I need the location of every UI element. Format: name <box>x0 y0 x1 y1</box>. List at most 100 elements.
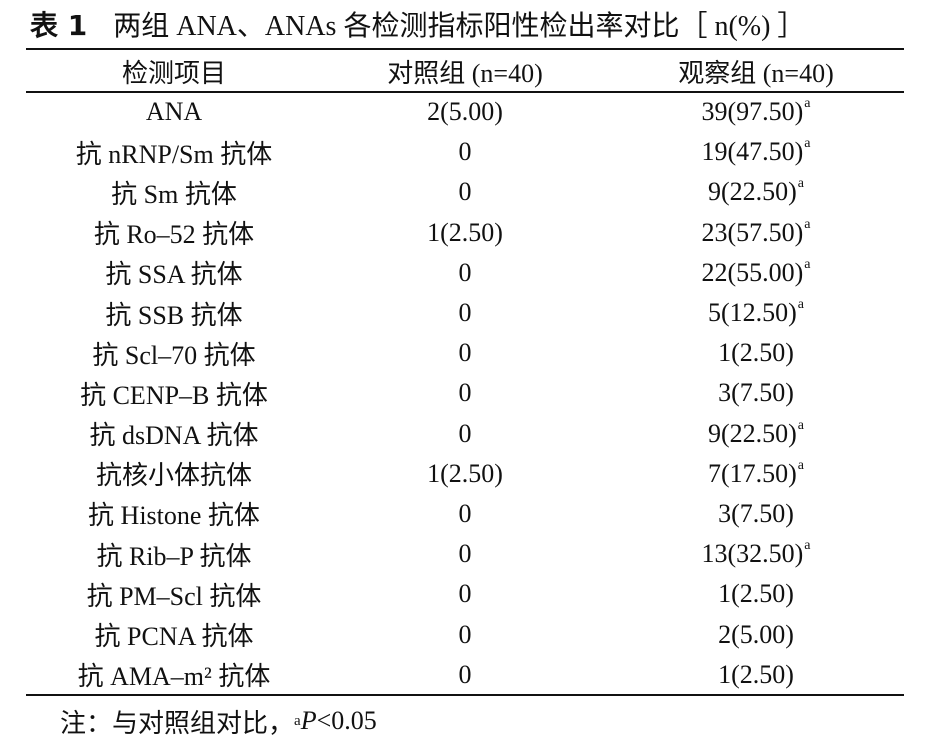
bottom-rule <box>26 694 904 696</box>
cell-item: 抗 PCNA 抗体 <box>94 622 254 652</box>
cell-observation-value: 39(97.50) <box>701 97 804 127</box>
cell-item: 抗 Scl–70 抗体 <box>92 340 256 370</box>
significance-mark: a <box>804 96 811 112</box>
table-row: 抗核小体抗体 1(2.50) 7(17.50)a <box>26 454 904 494</box>
footnote-mark: a <box>294 712 301 729</box>
cell-observation: 9(22.50)a <box>608 417 904 449</box>
cell-observation-value: 19(47.50) <box>701 137 804 167</box>
cell-item: 抗 nRNP/Sm 抗体 <box>75 139 273 169</box>
cell-observation-value: 13(32.50) <box>701 539 804 569</box>
cell-control: 0 <box>458 257 472 287</box>
significance-mark: a <box>804 136 811 152</box>
table-row: 抗 Sm 抗体 0 9(22.50)a <box>26 172 904 212</box>
cell-item: 抗 AMA–m² 抗体 <box>77 662 271 692</box>
cell-observation-value: 1(2.50) <box>718 338 794 368</box>
table-row: 抗 dsDNA 抗体 0 9(22.50)a <box>26 414 904 454</box>
cell-control: 1(2.50) <box>427 217 503 247</box>
cell-item: 抗 SSB 抗体 <box>105 300 243 330</box>
cell-item: 抗 Sm 抗体 <box>111 179 237 209</box>
footnote-p-symbol: P <box>300 706 317 735</box>
significance-mark: a <box>804 256 811 272</box>
cell-control: 0 <box>458 418 472 448</box>
table-caption: 表 1 两组 ANA、ANAs 各检测指标阳性检出率对比［ n(%) ］ <box>30 4 805 44</box>
cell-item: 抗 SSA 抗体 <box>105 260 243 290</box>
cell-control: 0 <box>458 498 472 528</box>
significance-mark: a <box>804 538 811 554</box>
top-rule <box>26 48 904 50</box>
cell-observation-value: 5(12.50) <box>707 298 797 328</box>
cell-observation: 3(7.50) <box>608 499 904 529</box>
cell-observation-value: 9(22.50) <box>707 418 797 448</box>
cell-item: 抗 Histone 抗体 <box>88 501 260 531</box>
cell-control: 0 <box>458 659 472 689</box>
cell-observation-value: 7(17.50) <box>707 458 797 488</box>
cell-observation-value: 1(2.50) <box>718 579 794 609</box>
table-header: 检测项目 对照组 (n=40) 观察组 (n=40) <box>26 52 904 90</box>
cell-item: 抗 CENP–B 抗体 <box>80 380 268 410</box>
table-row: 抗 SSA 抗体 0 22(55.00)a <box>26 253 904 293</box>
cell-observation-value: 9(22.50) <box>707 177 797 207</box>
cell-observation-value: 23(57.50) <box>701 217 804 247</box>
cell-control: 1(2.50) <box>427 458 503 488</box>
table-row: 抗 Histone 抗体 0 3(7.50) <box>26 494 904 534</box>
cell-control: 0 <box>458 378 472 408</box>
cell-observation: 1(2.50) <box>608 579 904 609</box>
table-row: 抗 nRNP/Sm 抗体 0 19(47.50)a <box>26 132 904 172</box>
cell-observation: 1(2.50) <box>608 660 904 690</box>
cell-observation: 3(7.50) <box>608 378 904 408</box>
table-row: 抗 SSB 抗体 0 5(12.50)a <box>26 293 904 333</box>
cell-control: 0 <box>458 539 472 569</box>
table-row: 抗 Scl–70 抗体 0 1(2.50) <box>26 333 904 373</box>
cell-item: 抗 PM–Scl 抗体 <box>86 581 262 611</box>
cell-control: 0 <box>458 298 472 328</box>
cell-observation: 5(12.50)a <box>608 297 904 328</box>
cell-observation: 13(32.50)a <box>608 538 904 569</box>
table-row: 抗 PM–Scl 抗体 0 1(2.50) <box>26 574 904 614</box>
header-row: 检测项目 对照组 (n=40) 观察组 (n=40) <box>26 52 904 90</box>
cell-observation: 2(5.00) <box>608 620 904 650</box>
table-number: 表 1 <box>30 9 88 42</box>
cell-control: 0 <box>458 177 472 207</box>
significance-mark: a <box>797 457 805 473</box>
cell-observation-value: 3(7.50) <box>718 498 794 528</box>
header-observation-group: 观察组 (n=40) <box>678 58 834 88</box>
cell-control: 0 <box>458 137 472 167</box>
table-row: 抗 AMA–m² 抗体 0 1(2.50) <box>26 655 904 695</box>
cell-observation: 39(97.50)a <box>608 96 904 127</box>
significance-mark: a <box>797 297 805 313</box>
table-row: 抗 CENP–B 抗体 0 3(7.50) <box>26 373 904 413</box>
header-item: 检测项目 <box>121 58 226 88</box>
significance-mark: a <box>797 417 805 433</box>
cell-control: 0 <box>458 619 472 649</box>
cell-item: 抗核小体抗体 <box>95 461 252 491</box>
cell-item: ANA <box>145 97 203 127</box>
cell-control: 2(5.00) <box>427 97 503 127</box>
cell-observation: 22(55.00)a <box>608 256 904 288</box>
footnote-threshold: <0.05 <box>316 706 377 735</box>
cell-observation: 19(47.50)a <box>608 136 904 167</box>
cell-item: 抗 Ro–52 抗体 <box>93 220 255 250</box>
header-rule <box>26 91 904 93</box>
table-row: 抗 Ro–52 抗体 1(2.50) 23(57.50)a <box>26 213 904 253</box>
significance-mark: a <box>797 176 805 192</box>
table-row: 抗 Rib–P 抗体 0 13(32.50)a <box>26 534 904 574</box>
cell-observation-value: 22(55.00) <box>701 257 804 287</box>
cell-observation-value: 2(5.00) <box>718 619 794 649</box>
cell-observation: 23(57.50)a <box>608 216 904 248</box>
cell-observation: 7(17.50)a <box>608 457 904 489</box>
significance-mark: a <box>804 216 811 232</box>
cell-observation: 1(2.50) <box>608 338 904 368</box>
cell-item: 抗 Rib–P 抗体 <box>96 541 252 571</box>
table-title: 两组 ANA、ANAs 各检测指标阳性检出率对比［ n(%) ］ <box>113 11 806 42</box>
cell-control: 0 <box>458 579 472 609</box>
cell-observation: 9(22.50)a <box>608 176 904 207</box>
table-body: ANA 2(5.00) 39(97.50)a 抗 nRNP/Sm 抗体 0 19(47.5… <box>26 92 904 695</box>
cell-item: 抗 dsDNA 抗体 <box>89 421 259 451</box>
header-control-group: 对照组 (n=40) <box>387 58 543 88</box>
table-footnote: 注：与对照组对比， a P <0.05 <box>60 702 377 740</box>
table-row: 抗 PCNA 抗体 0 2(5.00) <box>26 614 904 654</box>
cell-control: 0 <box>458 338 472 368</box>
cell-observation-value: 3(7.50) <box>718 378 794 408</box>
cell-observation-value: 1(2.50) <box>718 659 794 689</box>
table-row: ANA 2(5.00) 39(97.50)a <box>26 92 904 132</box>
